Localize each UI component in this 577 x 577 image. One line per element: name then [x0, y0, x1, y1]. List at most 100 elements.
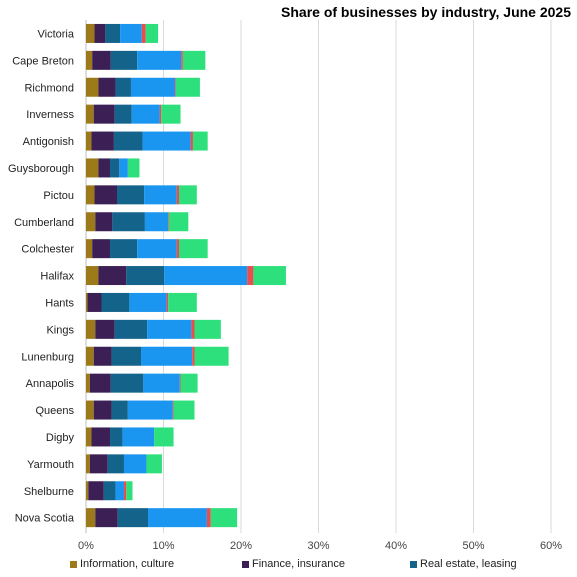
x-tick-label: 10%: [152, 540, 174, 552]
bar-segment: [117, 508, 148, 528]
bar-segment: [173, 400, 195, 420]
y-category-label: Guysborough: [8, 163, 74, 175]
bar-segment: [98, 158, 111, 178]
bar-segment: [154, 427, 174, 447]
bar-segment: [92, 50, 111, 70]
x-tick-label: 0%: [78, 540, 94, 552]
legend-swatch: [242, 560, 249, 568]
y-category-label: Nova Scotia: [15, 513, 75, 525]
bar-segment: [86, 185, 95, 205]
y-category-label: Colchester: [21, 244, 74, 256]
bar-segment: [253, 266, 286, 286]
bar-segment: [86, 104, 94, 124]
bar-segment: [141, 23, 146, 43]
bar-segment: [111, 346, 142, 366]
bar-segment: [192, 131, 208, 151]
bar-segment: [105, 23, 121, 43]
bar-segment: [86, 239, 93, 259]
bar-segment: [182, 50, 206, 70]
y-category-label: Kings: [46, 324, 74, 336]
x-tick-label: 20%: [230, 540, 252, 552]
bar-segment: [86, 346, 94, 366]
bar-segment: [123, 481, 127, 501]
bar-segment: [89, 373, 111, 393]
bar-segment: [110, 239, 138, 259]
bar-segment: [191, 319, 195, 339]
bar-segment: [117, 185, 145, 205]
bar-segment: [86, 77, 99, 97]
bar-segment: [175, 77, 200, 97]
bar-segment: [112, 212, 145, 232]
legend-label: Finance, insurance: [252, 558, 345, 570]
bar-segment: [144, 212, 169, 232]
bar-segment: [159, 104, 162, 124]
bar-segment: [144, 185, 177, 205]
y-category-label: Inverness: [26, 109, 74, 121]
legend-item-finance: Finance, insurance: [242, 558, 345, 570]
bar-segment: [93, 400, 112, 420]
bar-segment: [86, 319, 96, 339]
bar-segment: [122, 427, 155, 447]
bar-segment: [87, 292, 102, 312]
bar-segment: [89, 454, 108, 474]
bar-segment: [190, 131, 193, 151]
bar-segment: [92, 239, 111, 259]
bar-segment: [86, 23, 95, 43]
y-category-label: Shelburne: [24, 486, 74, 498]
legend-item-real-estate: Real estate, leasing: [410, 558, 517, 570]
bar-segment: [115, 481, 124, 501]
y-category-label: Annapolis: [26, 378, 75, 390]
bar-segment: [130, 77, 176, 97]
bar-segment: [110, 427, 123, 447]
bar-segment: [91, 131, 114, 151]
legend-item-information: Information, culture: [70, 558, 174, 570]
bar-segment: [142, 131, 191, 151]
bar-segment: [210, 508, 238, 528]
bar-segment: [98, 266, 127, 286]
bar-segment: [110, 50, 138, 70]
bar-segment: [180, 373, 198, 393]
bar-segment: [86, 292, 88, 312]
y-category-label: Victoria: [38, 28, 75, 40]
bar-segment: [176, 185, 179, 205]
bar-segment: [206, 508, 211, 528]
bar-segment: [168, 292, 197, 312]
y-category-label: Pictou: [43, 190, 74, 202]
bar-segment: [172, 400, 174, 420]
y-category-label: Hants: [45, 297, 74, 309]
bar-segment: [126, 266, 165, 286]
bar-segment: [111, 400, 128, 420]
bar-segment: [93, 104, 115, 124]
bar-segment: [146, 454, 162, 474]
bar-segment: [86, 373, 90, 393]
bar-segment: [194, 346, 229, 366]
bar-segment: [86, 481, 89, 501]
bar-segment: [161, 104, 181, 124]
bar-segment: [168, 212, 189, 232]
bar-segment: [131, 104, 160, 124]
bar-segment: [93, 346, 112, 366]
bar-segment: [86, 50, 93, 70]
y-category-label: Queens: [35, 405, 74, 417]
bar-segment: [126, 481, 133, 501]
bar-segment: [103, 481, 116, 501]
bar-segment: [179, 373, 181, 393]
bar-segment: [143, 373, 180, 393]
bar-segment: [86, 508, 96, 528]
bar-segment: [110, 373, 144, 393]
y-category-label: Cumberland: [14, 217, 74, 229]
x-tick-label: 60%: [540, 540, 562, 552]
bar-segment: [86, 158, 99, 178]
y-category-label: Halifax: [40, 271, 74, 283]
bar-segment: [137, 50, 182, 70]
bar-segment: [141, 346, 193, 366]
bar-segment: [166, 292, 169, 312]
bar-segment: [107, 454, 124, 474]
bar-segment: [86, 427, 92, 447]
bar-segment: [127, 158, 140, 178]
bar-segment: [98, 77, 116, 97]
bar-segment: [179, 239, 208, 259]
legend: Information, culture Finance, insurance …: [70, 558, 577, 574]
bar-segment: [145, 23, 159, 43]
bar-segment: [181, 50, 183, 70]
